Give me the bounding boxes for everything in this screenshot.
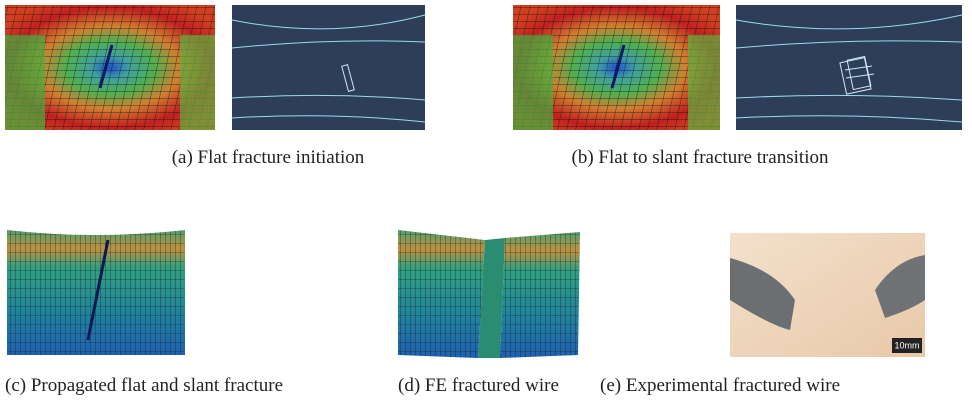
caption: (d) FE fractured wire bbox=[398, 375, 559, 396]
fe-fractured-image bbox=[398, 230, 580, 358]
fe-contour-image bbox=[513, 5, 720, 130]
crack-mesh-image bbox=[232, 5, 425, 130]
scale-bar-label: 10mm bbox=[894, 340, 919, 350]
caption: (a) Flat fracture initiation bbox=[172, 147, 365, 168]
fe-propagated-image bbox=[7, 230, 185, 355]
crack-mesh-image bbox=[736, 5, 962, 130]
figure: (a) Flat fracture initiation (b) Flat to… bbox=[0, 0, 972, 405]
fe-contour-image bbox=[5, 5, 215, 130]
caption: (c) Propagated flat and slant fracture bbox=[5, 375, 283, 396]
experiment-photo: 10mm bbox=[730, 233, 925, 357]
caption: (b) Flat to slant fracture transition bbox=[572, 147, 829, 168]
caption: (e) Experimental fractured wire bbox=[600, 375, 840, 396]
